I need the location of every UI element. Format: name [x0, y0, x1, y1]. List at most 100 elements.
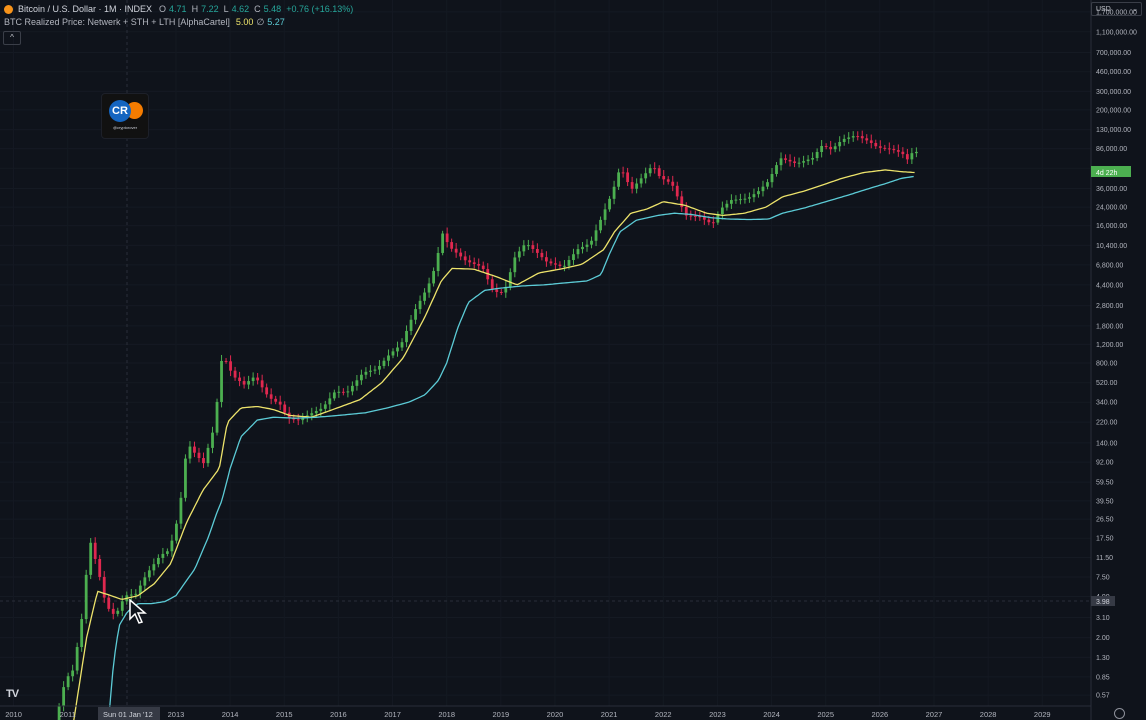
candle-body	[842, 138, 846, 143]
candle-body	[820, 145, 824, 153]
candle-body	[387, 355, 390, 361]
candle-body	[617, 172, 620, 187]
candle-body	[89, 542, 93, 575]
crosshair-date-text: Sun 01 Jan '12	[103, 710, 153, 719]
indicator-separator: ∅	[256, 17, 265, 27]
time-tick-label: 2011	[60, 710, 76, 719]
chevron-up-icon: ^	[10, 33, 14, 42]
candle-body	[441, 233, 445, 253]
candle-body	[495, 289, 499, 292]
candle-body	[242, 381, 246, 385]
candle-body	[531, 245, 535, 249]
crosshair-price-text: 3.98	[1096, 599, 1110, 606]
time-axis[interactable]: 2010 2011 2013 2014 2015 2016 2017 2018 2019 2020…	[5, 710, 1050, 719]
price-axis[interactable]: 1,700,000.00 1,100,000.00 700,000.00 460,00…	[1096, 9, 1137, 699]
candle-body	[418, 300, 422, 310]
time-tick-label: 2020	[547, 710, 564, 719]
watermark-logo: CR @cryptorover	[101, 93, 149, 139]
price-tick-label: 140.00	[1096, 440, 1118, 447]
candle-body	[860, 136, 864, 139]
candle-body	[707, 219, 711, 223]
candle-body	[238, 377, 241, 382]
candle-body	[883, 147, 887, 149]
indicator-name[interactable]: BTC Realized Price: Netwerk + STH + LTH …	[4, 17, 230, 27]
price-tick-label: 11.50	[1096, 555, 1113, 562]
candle-body	[508, 272, 512, 287]
candle-body	[283, 404, 287, 413]
candle-body	[896, 150, 900, 152]
price-tick-label: 340.00	[1096, 400, 1118, 407]
candle-body	[323, 404, 327, 409]
candle-body	[657, 168, 661, 177]
candle-body	[296, 419, 300, 421]
price-tick-label: 86,000.00	[1096, 146, 1127, 153]
price-tick-label: 59.50	[1096, 480, 1114, 487]
candle-body	[815, 152, 819, 159]
candle-body	[811, 158, 815, 160]
price-tick-label: 10,400.00	[1096, 243, 1127, 250]
price-tick-label: 1.30	[1096, 655, 1110, 662]
candle-body	[585, 244, 589, 247]
price-tick-label: 520.00	[1096, 380, 1118, 387]
tradingview-logo[interactable]: TV	[6, 688, 19, 700]
candle-body	[314, 411, 318, 414]
candle-body	[414, 309, 417, 320]
change-value: +0.76 (+16.13%)	[286, 4, 354, 14]
candle-body	[630, 182, 634, 189]
candle-body	[346, 391, 350, 393]
candle-body	[301, 417, 305, 421]
candle-body	[161, 553, 165, 558]
candle-body	[644, 173, 648, 179]
candle-body	[472, 262, 476, 265]
candle-body	[80, 619, 84, 648]
time-tick-label: 2024	[763, 710, 780, 719]
candle-body	[504, 286, 508, 293]
time-tick-label: 2017	[384, 710, 401, 719]
currency-selector[interactable]: USD ⌄	[1091, 2, 1142, 16]
price-tick-label: 17.50	[1096, 536, 1114, 543]
price-tick-label: 7.50	[1096, 575, 1110, 582]
symbol-row[interactable]: Bitcoin / U.S. Dollar · 1M · INDEX O 4.71…	[4, 3, 353, 16]
candle-body	[833, 146, 837, 150]
current-price-badge: 4d 22h	[1091, 166, 1131, 177]
candle-body	[874, 142, 878, 147]
time-tick-label: 2019	[492, 710, 509, 719]
candle-body	[364, 371, 368, 375]
open-label: O	[159, 4, 167, 14]
candle-body	[378, 365, 381, 370]
symbol-title[interactable]: Bitcoin / U.S. Dollar · 1M · INDEX	[18, 4, 153, 14]
candle-body	[545, 257, 548, 262]
time-tick-label: 2010	[5, 710, 22, 719]
candle-body	[698, 216, 702, 218]
candle-body	[62, 687, 66, 706]
candle-body	[599, 219, 602, 231]
candle-body	[350, 385, 354, 392]
candle-body	[152, 564, 156, 571]
candle-body	[188, 446, 192, 459]
indicator-value-1: 5.00	[235, 17, 254, 27]
candle-body	[572, 254, 575, 261]
candle-body	[743, 198, 747, 200]
candle-body	[310, 413, 314, 416]
crosshair-date-badge: Sun 01 Jan '12	[98, 707, 160, 720]
candle-body	[382, 360, 386, 366]
candle-body	[129, 594, 133, 596]
price-tick-label: 92.00	[1096, 460, 1114, 467]
candle-body	[752, 194, 756, 198]
candle-body	[454, 248, 458, 253]
candle-body	[581, 246, 584, 250]
candle-body	[892, 148, 896, 151]
settings-gear-icon[interactable]	[1114, 708, 1125, 719]
candle-body	[229, 361, 232, 371]
candle-body	[143, 577, 147, 586]
candle-body	[671, 181, 675, 186]
candle-body	[639, 178, 643, 184]
candle-body	[328, 398, 332, 405]
indicator-row[interactable]: BTC Realized Price: Netwerk + STH + LTH …	[4, 16, 353, 29]
candle-body	[337, 391, 341, 393]
candle-body	[608, 198, 611, 210]
candle-body	[621, 172, 625, 174]
price-tick-label: 1,700,000.00	[1096, 9, 1137, 16]
collapse-legend-button[interactable]: ^	[3, 31, 21, 45]
